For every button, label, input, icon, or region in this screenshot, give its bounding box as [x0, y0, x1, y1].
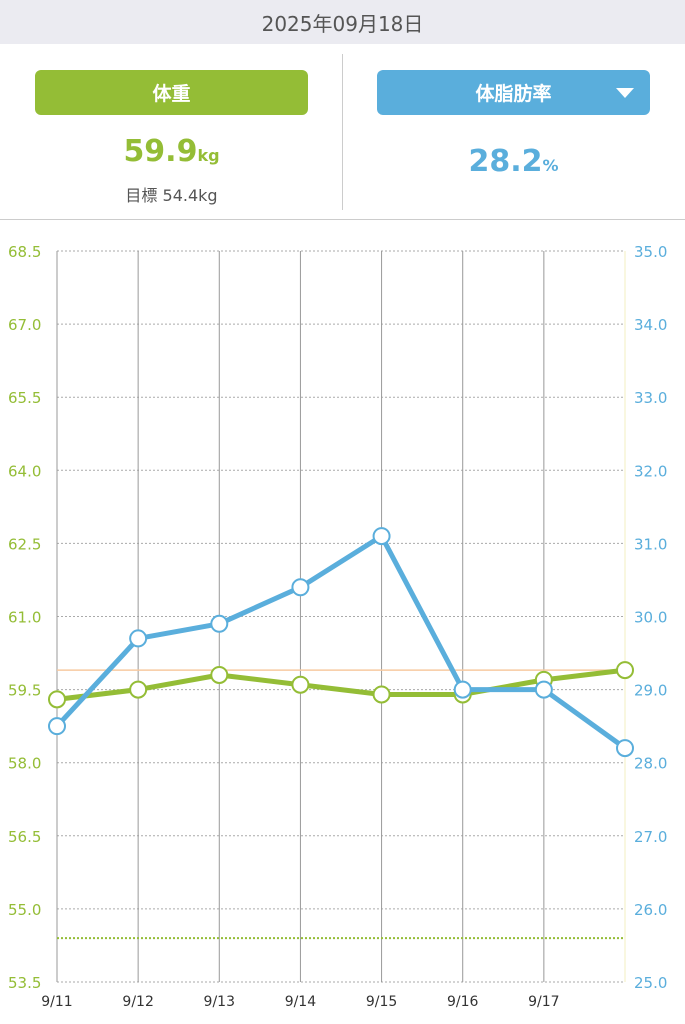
- weight-button[interactable]: 体重: [35, 70, 308, 115]
- divider: [342, 54, 343, 210]
- x-tick-label: 9/17: [528, 994, 559, 1010]
- fat-data-point: [372, 527, 391, 546]
- left-tick-label: 62.5: [8, 535, 41, 553]
- fat-data-point: [48, 717, 66, 736]
- weight-data-point: [372, 685, 391, 704]
- left-tick-label: 65.5: [8, 389, 41, 407]
- right-tick-label: 33.0: [634, 389, 667, 407]
- left-tick-label: 56.5: [8, 828, 41, 846]
- goal-weight: 目標 54.4kg: [35, 182, 308, 206]
- weight-value: 59.9kg: [35, 134, 308, 169]
- right-tick-label: 26.0: [634, 901, 667, 919]
- fat-data-point: [129, 629, 148, 648]
- left-tick-label: 55.0: [8, 901, 41, 919]
- left-tick-label: 67.0: [8, 316, 41, 334]
- right-tick-label: 32.0: [634, 462, 667, 480]
- dropdown-triangle-icon: [616, 88, 634, 98]
- x-tick-label: 9/14: [285, 994, 317, 1010]
- right-tick-label: 28.0: [634, 755, 667, 773]
- left-tick-label: 64.0: [8, 462, 41, 480]
- right-tick-label: 35.0: [634, 243, 667, 261]
- left-tick-label: 68.5: [8, 243, 41, 261]
- x-tick-label: 9/16: [447, 994, 479, 1010]
- weight-button-label: 体重: [152, 83, 191, 105]
- right-tick-label: 25.0: [634, 974, 667, 992]
- fat-data-point: [291, 578, 310, 597]
- fat-data-point: [453, 680, 472, 699]
- fat-data-point: [616, 739, 634, 758]
- fat-data-point: [534, 680, 553, 699]
- right-tick-label: 29.0: [634, 682, 667, 700]
- date-header: 2025年09月18日: [0, 0, 685, 44]
- fat-series-line: [55, 533, 627, 751]
- weight-unit: kg: [197, 146, 220, 165]
- weight-data-point: [129, 680, 148, 699]
- weight-series-line: [56, 667, 626, 702]
- weight-data-point: [210, 665, 229, 684]
- fat-unit: %: [542, 156, 559, 175]
- fat-dropdown-button[interactable]: 体脂肪率: [377, 70, 650, 115]
- weight-data-point: [616, 661, 634, 680]
- x-tick-label: 9/11: [41, 994, 72, 1010]
- goal-value: 54.4kg: [162, 186, 218, 205]
- summary-panel: 体重 59.9kg 目標 54.4kg 体脂肪率 28.2%: [0, 44, 685, 220]
- fat-number: 28.2: [468, 144, 543, 179]
- x-tick-label: 9/13: [204, 994, 235, 1010]
- weight-number: 59.9: [123, 134, 198, 169]
- left-tick-label: 58.0: [8, 755, 41, 773]
- right-tick-label: 27.0: [634, 828, 667, 846]
- right-tick-label: 30.0: [634, 609, 667, 627]
- left-tick-label: 61.0: [8, 609, 41, 627]
- right-tick-label: 31.0: [634, 535, 667, 553]
- goal-label: 目標: [125, 186, 158, 205]
- right-tick-label: 34.0: [634, 316, 667, 334]
- weight-data-point: [291, 675, 310, 694]
- left-tick-label: 59.5: [8, 682, 41, 700]
- fat-button-label: 体脂肪率: [475, 83, 552, 105]
- weight-data-point: [48, 690, 66, 709]
- left-tick-label: 53.5: [8, 974, 41, 992]
- x-tick-label: 9/12: [122, 994, 153, 1010]
- fat-data-point: [210, 614, 229, 633]
- fat-value: 28.2%: [377, 144, 650, 179]
- x-tick-label: 9/15: [366, 994, 397, 1010]
